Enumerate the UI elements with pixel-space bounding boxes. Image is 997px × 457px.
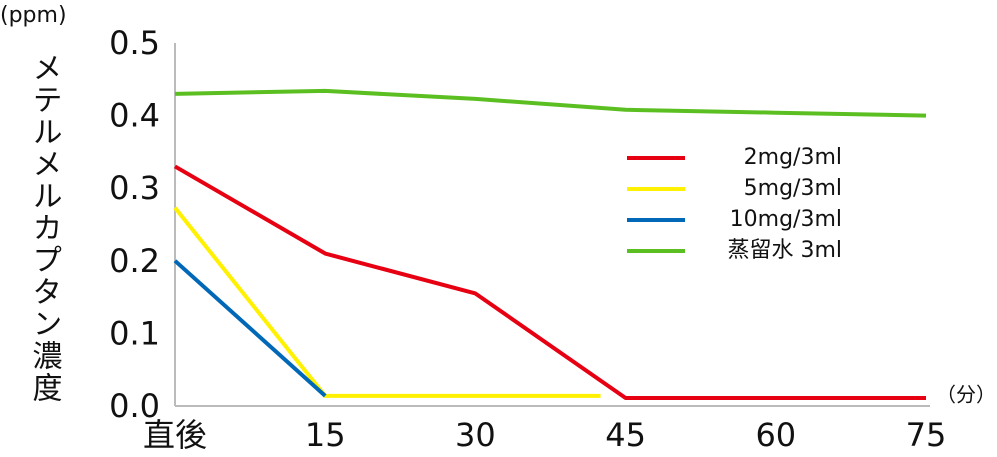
y-tick-label: 0.5 — [109, 24, 160, 62]
legend-label: 2mg/3ml — [744, 145, 842, 170]
x-tick-label: 30 — [455, 416, 496, 454]
x-tick-label: 75 — [906, 416, 947, 454]
x-tick-label: 45 — [605, 416, 646, 454]
y-unit: (ppm) — [0, 3, 67, 28]
line — [173, 206, 601, 398]
y-tick-label: 0.0 — [109, 387, 160, 425]
x-tick-label: 60 — [755, 416, 796, 454]
line — [173, 164, 926, 401]
y-tick-label: 0.4 — [109, 97, 160, 135]
legend-label: 10mg/3ml — [730, 207, 842, 232]
line — [173, 259, 327, 398]
legend-label: 蒸留水 3ml — [727, 238, 842, 263]
y-tick-label: 0.1 — [109, 314, 160, 352]
y-tick-label: 0.3 — [109, 169, 160, 207]
y-axis-label: メテルメルカプタン濃度 — [27, 52, 62, 404]
legend-label: 5mg/3ml — [744, 176, 842, 201]
line — [174, 88, 927, 118]
x-tick-label: 15 — [305, 416, 346, 454]
y-tick-label: 0.2 — [109, 242, 160, 280]
x-tick-label: 直後 — [143, 416, 207, 454]
x-unit: （分） — [936, 383, 996, 407]
